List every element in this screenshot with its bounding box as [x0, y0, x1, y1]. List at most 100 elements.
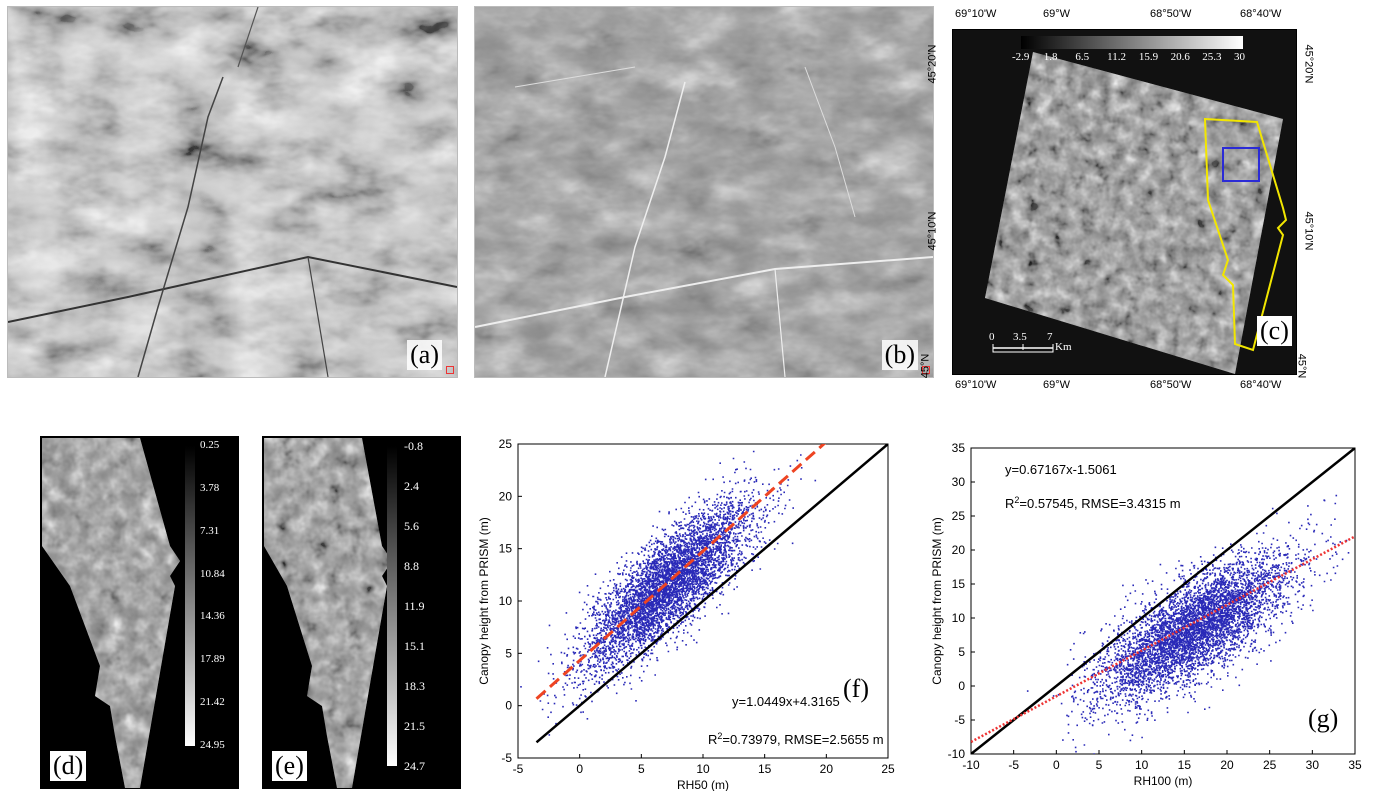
panel-label-e: (e): [272, 751, 307, 781]
x-tick-label: -10: [962, 758, 980, 772]
panel-label-g: (g): [1308, 704, 1339, 733]
panel-label-a: (a): [407, 340, 442, 370]
study-area-outline: [1203, 117, 1288, 352]
colorbar-c-tick: 30: [1234, 51, 1245, 63]
y-axis-label: Canopy height from PRISM (m): [930, 517, 944, 684]
one-to-one-line: [535, 444, 888, 744]
y-tick-label: -5: [954, 713, 965, 727]
colorbar-c-tick: 11.2: [1107, 51, 1126, 63]
one-to-one-line: [971, 448, 1355, 754]
canopy-map-d: [42, 438, 195, 788]
panel-b: (b): [474, 6, 934, 378]
scale-unit: Km: [1055, 341, 1072, 353]
y-axis-label: Canopy height from PRISM (m): [477, 517, 491, 684]
y-tick-label: -10: [948, 747, 966, 761]
x-tick-label: 25: [881, 762, 895, 776]
y-tick-label: 15: [952, 577, 966, 591]
lat-tick-left: 45°20'N: [926, 44, 939, 84]
lon-tick-bottom: 68°40'W: [1240, 379, 1282, 391]
scatter-points: [1026, 494, 1350, 754]
lon-tick-bottom: 69°10'W: [955, 379, 997, 391]
y-tick-label: 0: [958, 679, 965, 693]
x-tick-label: 20: [1220, 758, 1234, 772]
panel-d: 0.25 3.78 7.31 10.84 14.36 17.89 21.42 24.95 (d…: [40, 436, 239, 789]
lat-tick-right: 45°20'N: [1302, 44, 1315, 84]
satellite-texture-b: [475, 7, 933, 377]
colorbar-e-tick: 2.4: [404, 479, 419, 493]
colorbar-d-tick: 3.78: [200, 481, 220, 494]
colorbar-c-tick: 15.9: [1138, 51, 1159, 63]
colorbar-e-tick: -0.8: [404, 439, 423, 453]
colorbar-c-tick: -2.9: [1012, 51, 1030, 63]
lon-tick-bottom: 68°50'W: [1150, 379, 1192, 391]
x-tick-label: 10: [696, 762, 710, 776]
panel-e: -0.8 2.4 5.6 8.8 11.9 15.1 18.3 21.5 24.7 (e): [262, 436, 461, 789]
scale-tick-2: 7: [1047, 331, 1053, 343]
x-axis-label: RH50 (m): [677, 778, 729, 791]
colorbar-c-tick: 25.3: [1202, 51, 1222, 63]
x-tick-label: 15: [1178, 758, 1192, 772]
y-tick-label: 0: [505, 699, 512, 713]
y-tick-label: 5: [958, 645, 965, 659]
lat-tick-right: 45°10'N: [1302, 211, 1315, 251]
colorbar-c-tick: 1.8: [1043, 51, 1058, 63]
y-tick-label: 15: [499, 542, 513, 556]
lon-tick-top: 69°W: [1043, 8, 1071, 20]
lon-tick-top: 68°50'W: [1150, 8, 1192, 20]
scale-tick-0: 0: [989, 331, 995, 343]
colorbar-e-tick: 15.1: [404, 639, 425, 653]
scatter-point-cloud: [520, 450, 817, 736]
scale-tick-1: 3.5: [1013, 331, 1027, 343]
x-tick-label: -5: [513, 762, 524, 776]
corner-marker-b: [922, 366, 930, 374]
map-frame-c: [952, 29, 1297, 375]
regression-equation: y=0.67167x-1.5061: [1005, 462, 1117, 477]
canopy-map-e: [264, 438, 397, 788]
x-tick-label: 30: [1306, 758, 1320, 772]
scatter-point-cloud: [1026, 494, 1350, 754]
colorbar-d-tick: 14.36: [200, 610, 225, 623]
colorbar-d-tick: 7.31: [200, 524, 220, 537]
y-tick-label: 10: [499, 594, 513, 608]
panel-a: (a): [7, 6, 458, 378]
panel-g: -10 -5 0 5 10 15 20 25 30 35 -10 -5 0 5 10 15 20 25 30 35 RH…: [925, 438, 1373, 791]
scatter-chart-f: -5 0 5 10 15 20 25 -5 0 5 10 15 20 25 RH50 (m) Canopy h…: [477, 437, 895, 792]
panel-label-b: (b): [881, 340, 918, 370]
x-tick-label: 25: [1263, 758, 1277, 772]
lat-tick-left: 45°N: [919, 353, 932, 379]
colorbar-d-tick: 0.25: [200, 439, 220, 451]
panel-label-d: (d): [50, 751, 87, 781]
colorbar-e-tick: 8.8: [404, 559, 419, 573]
regression-line: [971, 535, 1355, 744]
scatter-points: [520, 450, 817, 736]
corner-marker-a: [446, 366, 454, 374]
regression-line: [535, 444, 827, 700]
x-axis-label: RH100 (m): [1134, 774, 1193, 788]
y-tick-label: -5: [501, 751, 512, 765]
y-tick-label: 25: [499, 437, 513, 451]
colorbar-e-tick: 5.6: [404, 519, 419, 533]
x-tick-label: 5: [1096, 758, 1103, 772]
panel-label-c: (c): [1257, 316, 1292, 346]
colorbar-c-tick: 6.5: [1075, 51, 1090, 63]
colorbar-d-tick: 17.89: [200, 653, 225, 666]
y-tick-label: 10: [952, 611, 966, 625]
colorbar-e-tick: 18.3: [404, 679, 425, 693]
y-tick-label: 20: [952, 543, 966, 557]
x-tick-label: 35: [1348, 758, 1362, 772]
colorbar-e-tick: 11.9: [404, 599, 425, 613]
colorbar-d-tick: 24.95: [200, 739, 225, 751]
x-tick-label: -5: [1008, 758, 1019, 772]
x-tick-label: 10: [1135, 758, 1149, 772]
satellite-image-a: [7, 6, 458, 378]
regression-equation: y=1.0449x+4.3165: [732, 694, 840, 709]
panel-c: (c) -2.9 1.8 6.5 11.2 15.9 20.6 25.3 30 0 3.5 7…: [919, 0, 1373, 395]
x-tick-label: 15: [758, 762, 772, 776]
x-tick-label: 0: [1053, 758, 1060, 772]
scatter-chart-g: -10 -5 0 5 10 15 20 25 30 35 -10 -5 0 5 10 15 20 25 30 35 RH…: [930, 441, 1362, 788]
x-tick-label: 5: [638, 762, 645, 776]
scale-bar: [992, 344, 1054, 353]
colorbar-e-tick: 21.5: [404, 719, 425, 733]
colorbar-d-tick: 10.84: [200, 567, 225, 580]
colorbar-e-tick: 24.7: [404, 759, 425, 773]
